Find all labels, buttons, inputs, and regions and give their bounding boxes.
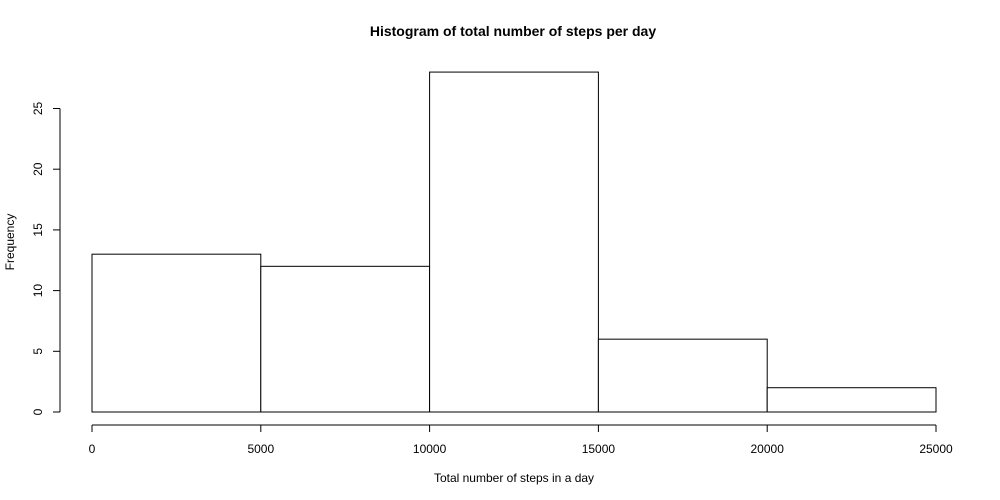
histogram-bar-1: [260, 265, 431, 413]
x-tick-label: 0: [89, 442, 96, 456]
x-axis: 0 5000 10000 15000 20000 25000: [89, 424, 953, 456]
bars-group: [91, 71, 937, 413]
x-axis-label: Total number of steps in a day: [434, 471, 594, 485]
y-tick-label: 0: [31, 408, 45, 415]
y-axis-label: Frequency: [3, 214, 17, 271]
x-tick-label: 5000: [247, 442, 274, 456]
y-tick-label: 5: [31, 348, 45, 355]
histogram-bar-0: [91, 253, 262, 413]
x-tick-label: 15000: [582, 442, 616, 456]
histogram-bar-4: [766, 387, 937, 413]
histogram-bar-3: [597, 338, 768, 413]
y-tick-label: 25: [31, 102, 45, 116]
x-tick-label: 20000: [751, 442, 785, 456]
y-tick-label: 10: [31, 284, 45, 298]
y-tick-label: 20: [31, 162, 45, 176]
chart-title: Histogram of total number of steps per d…: [370, 23, 656, 39]
histogram-bar-2: [429, 71, 599, 413]
x-tick-label: 10000: [413, 442, 447, 456]
x-tick-label: 25000: [919, 442, 953, 456]
y-tick-label: 15: [31, 223, 45, 237]
y-axis: 0 5 10 15 20 25: [31, 102, 61, 415]
